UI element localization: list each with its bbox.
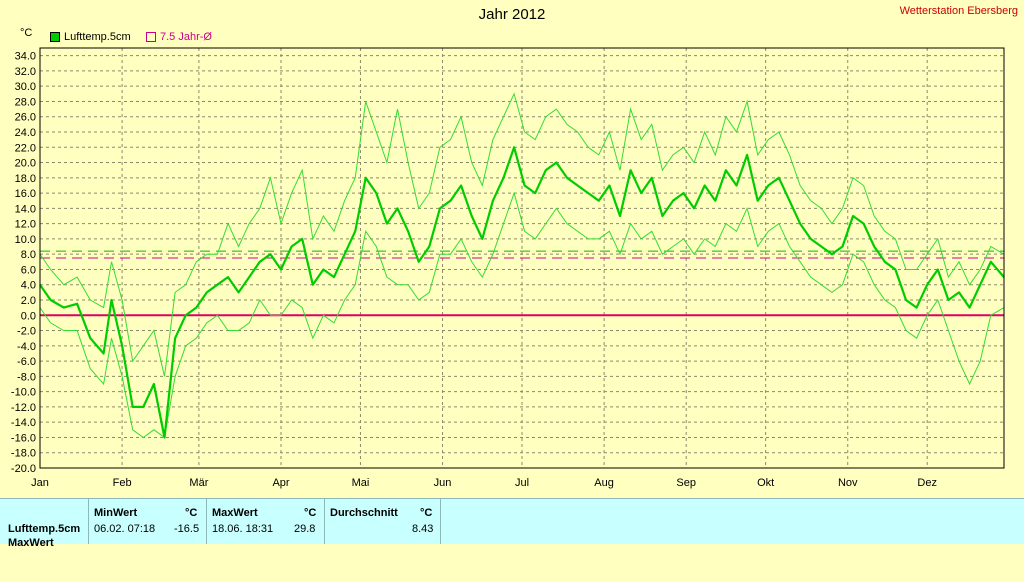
stats-divider [206, 499, 207, 544]
max-header: MaxWert [212, 507, 258, 519]
y-tick-label: 22.0 [15, 142, 36, 154]
x-tick-label: Sep [676, 477, 696, 489]
y-tick-label: 12.0 [15, 219, 36, 231]
y-tick-label: 14.0 [15, 203, 36, 215]
y-tick-label: 2.0 [21, 295, 36, 307]
y-axis-labels: 34.0 32.0 30.0 28.0 26.0 24.0 22.0 20.0 18.0 16.0… [11, 51, 36, 475]
min-max-band [39, 92, 1005, 439]
stats-row-label-2: MaxWert [8, 537, 54, 549]
legend-item-temp: Lufttemp.5cm [50, 31, 131, 43]
y-tick-label: -20.0 [11, 463, 36, 475]
y-tick-label: 20.0 [15, 158, 36, 170]
temperature-chart: 34.0 32.0 30.0 28.0 26.0 24.0 22.0 20.0 18.0 16.0… [11, 47, 1005, 489]
series-max-line [39, 92, 1005, 377]
stats-divider [324, 499, 325, 544]
y-tick-label: 18.0 [15, 173, 36, 185]
series-mean-line [39, 146, 1005, 439]
unit-label: °C [20, 27, 33, 39]
y-tick-label: 0.0 [21, 310, 36, 322]
avg-header: Durchschnitt [330, 507, 398, 519]
y-tick-label: 24.0 [15, 127, 36, 139]
y-tick-label: 16.0 [15, 188, 36, 200]
min-value: -16.5 [174, 523, 200, 535]
reference-lines [40, 250, 1004, 317]
x-tick-label: Apr [272, 477, 289, 489]
series-min-line [39, 191, 1005, 439]
y-tick-label: -16.0 [11, 432, 36, 444]
min-header: MinWert [94, 507, 138, 519]
x-tick-label: Aug [594, 477, 614, 489]
y-tick-label: 28.0 [15, 96, 36, 108]
x-tick-label: Okt [757, 477, 774, 489]
legend-label-temp: Lufttemp.5cm [64, 31, 131, 43]
legend-swatch-temp [50, 32, 60, 42]
x-tick-label: Jan [31, 477, 49, 489]
y-tick-label: -4.0 [17, 341, 36, 353]
avg-unit: °C [420, 507, 433, 519]
max-value: 29.8 [294, 523, 316, 535]
y-tick-label: -12.0 [11, 402, 36, 414]
max-unit: °C [304, 507, 317, 519]
y-tick-label: 30.0 [15, 81, 36, 93]
x-tick-label: Jun [434, 477, 452, 489]
x-tick-label: Mär [189, 477, 208, 489]
y-tick-label: -14.0 [11, 417, 36, 429]
chart-title: Jahr 2012 [478, 6, 546, 23]
station-name: Wetterstation Ebersberg [899, 5, 1018, 17]
mean-series [39, 146, 1005, 439]
x-tick-label: Nov [838, 477, 858, 489]
y-tick-label: -2.0 [17, 326, 36, 338]
y-tick-label: -8.0 [17, 371, 36, 383]
min-date: 06.02. 07:18 [94, 523, 156, 535]
x-tick-label: Mai [352, 477, 370, 489]
x-tick-label: Feb [113, 477, 132, 489]
y-tick-label: 8.0 [21, 249, 36, 261]
y-tick-label: 4.0 [21, 280, 36, 292]
x-axis-labels: Jan Feb Mär Apr Mai Jun Jul Aug Sep Okt Nov Dez [31, 477, 937, 489]
y-tick-label: 10.0 [15, 234, 36, 246]
y-tick-label: -10.0 [11, 387, 36, 399]
max-date: 18.06. 18:31 [212, 523, 274, 535]
legend-label-avg: 7.5 Jahr-Ø [160, 31, 212, 43]
min-unit: °C [185, 507, 198, 519]
plot-frame [39, 47, 1005, 469]
avg-value: 8.43 [412, 523, 434, 535]
y-tick-label: 32.0 [15, 66, 36, 78]
stats-row-label: Lufttemp.5cm [8, 523, 81, 535]
legend-item-avg: 7.5 Jahr-Ø [146, 31, 212, 43]
y-tick-label: 26.0 [15, 112, 36, 124]
y-tick-label: -6.0 [17, 356, 36, 368]
legend-swatch-avg [146, 32, 156, 42]
y-tick-label: -18.0 [11, 448, 36, 460]
statistics-panel: Lufttemp.5cm MaxWert MinWert °C 06.02. 0… [0, 498, 1024, 549]
stats-divider [440, 499, 441, 544]
stats-divider [88, 499, 89, 544]
x-tick-label: Jul [515, 477, 529, 489]
x-tick-label: Dez [917, 477, 937, 489]
y-tick-label: 34.0 [15, 51, 36, 63]
y-tick-label: 6.0 [21, 264, 36, 276]
